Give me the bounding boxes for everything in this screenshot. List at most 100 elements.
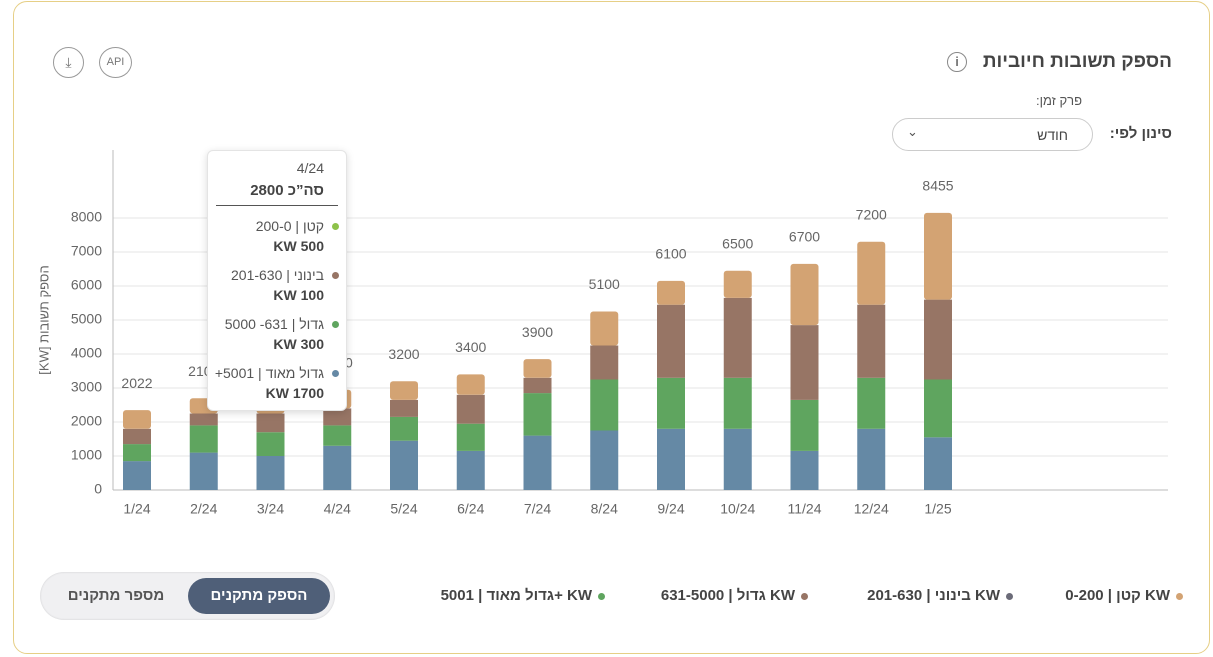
bar-segment — [456, 374, 485, 395]
legend-label: קטן | 0-200 KW — [1065, 587, 1170, 604]
legend-label: גדול מאוד | 5001+ KW — [440, 587, 592, 604]
bar-segment — [857, 304, 886, 378]
bar-segment — [189, 452, 218, 490]
bar-segment — [790, 399, 819, 451]
y-tick-label: 2000 — [71, 413, 102, 429]
tooltip-item-value: KW 100 — [273, 287, 324, 303]
x-tick-label: 3/24 — [257, 501, 284, 517]
x-tick-label: 6/24 — [457, 501, 484, 517]
chevron: ⌄ — [907, 124, 918, 139]
x-tick-label: 12/24 — [854, 501, 889, 517]
toggle-active[interactable]: הספק מתקנים — [188, 578, 330, 614]
bar-segment — [590, 379, 619, 431]
y-tick-label: 4000 — [71, 345, 102, 361]
bar-segment — [456, 394, 485, 424]
y-tick-label: 0 — [94, 481, 102, 497]
bar-segment — [523, 393, 552, 436]
filter-value: חודש — [1037, 127, 1068, 143]
bar-segment — [790, 263, 819, 326]
x-tick-label: 4/24 — [324, 501, 351, 517]
bar-segment — [924, 212, 952, 300]
tooltip-item-name: גדול | 631- 5000 — [224, 316, 324, 332]
period-label: פרק זמן: — [1035, 93, 1082, 108]
tooltip: 4/24 סה”כ 2800 קטן | 200-0 KW 500 בינוני |… — [207, 150, 347, 411]
bar-segment — [657, 428, 685, 490]
bar-segment — [256, 413, 285, 433]
bar-segment — [390, 381, 418, 400]
bar-segment — [456, 450, 485, 490]
legend-label: גדול | 631-5000 KW — [660, 587, 795, 604]
y-tick-label: 8000 — [71, 209, 102, 225]
tooltip-item-value: KW 300 — [273, 336, 324, 352]
tooltip-total: סה”כ 2800 — [250, 182, 324, 199]
api-button[interactable]: API — [99, 47, 132, 78]
card — [13, 1, 1210, 654]
bar-segment — [323, 425, 352, 446]
bar-segment — [590, 345, 619, 380]
x-tick-label: 1/25 — [924, 501, 951, 517]
total-label: 7200 — [856, 207, 887, 223]
bar-segment — [189, 413, 218, 426]
tooltip-item-value: KW 1700 — [265, 385, 324, 401]
y-tick-label: 6000 — [71, 277, 102, 293]
total-label: 3400 — [455, 339, 486, 355]
bar-segment — [723, 377, 752, 429]
bar-segment — [390, 399, 418, 417]
total-label: 3200 — [388, 346, 419, 362]
download-button[interactable]: ⤓ — [53, 47, 84, 78]
bar-segment — [657, 304, 685, 378]
x-tick-label: 5/24 — [390, 501, 417, 517]
bar-segment — [723, 297, 752, 378]
bar-segment — [857, 428, 886, 490]
y-tick-label: 1000 — [71, 447, 102, 463]
bar-segment — [256, 456, 285, 490]
bar-segment — [657, 377, 685, 429]
total-label: 2022 — [121, 375, 152, 391]
x-tick-label: 9/24 — [657, 501, 684, 517]
bar-segment — [857, 241, 886, 305]
bar-segment — [590, 430, 619, 490]
legend-label: בינוני | 201-630 KW — [867, 587, 1000, 604]
info-icon[interactable]: i — [947, 52, 967, 72]
bar-segment — [390, 440, 418, 490]
bar-segment — [123, 461, 151, 490]
bar-segment — [590, 311, 619, 346]
bar-segment — [256, 432, 285, 456]
bar-segment — [456, 423, 485, 451]
toggle-inactive[interactable]: מספר מתקנים — [67, 587, 165, 604]
y-tick-label: 5000 — [71, 311, 102, 327]
bar-segment — [523, 435, 552, 490]
bar-segment — [123, 410, 151, 429]
x-tick-label: 1/24 — [123, 501, 150, 517]
tooltip-item-value: KW 500 — [273, 238, 324, 254]
bar-segment — [924, 299, 952, 380]
tooltip-item-name: גדול מאוד | 5001+ — [214, 365, 324, 381]
bar-segment — [790, 325, 819, 400]
total-label: 6700 — [789, 229, 820, 245]
bar-segment — [723, 270, 752, 298]
y-tick-label: 7000 — [71, 243, 102, 259]
total-label: 8455 — [922, 178, 953, 194]
filter-select[interactable]: חודש ⌄ — [892, 118, 1093, 151]
y-tick-label: 3000 — [71, 379, 102, 395]
tooltip-dot — [332, 321, 339, 328]
tooltip-dot — [332, 272, 339, 279]
total-label: 6500 — [722, 235, 753, 251]
filter-label: סינון לפי: — [1109, 125, 1172, 142]
tooltip-item-name: בינוני | 201-630 — [231, 267, 324, 283]
bar-segment — [523, 377, 552, 394]
tooltip-item-name: קטן | 200-0 — [255, 218, 324, 234]
bar-segment — [123, 428, 151, 445]
bar-segment — [924, 379, 952, 438]
tooltip-dot — [332, 370, 339, 377]
bar-segment — [189, 425, 218, 453]
bar-segment — [657, 280, 685, 305]
legend-dot — [801, 593, 808, 600]
tooltip-dot — [332, 223, 339, 230]
bar-segment — [390, 416, 418, 441]
legend-dot — [1006, 593, 1013, 600]
toggle: הספק מתקנים מספר מתקנים — [40, 572, 335, 620]
x-tick-label: 10/24 — [720, 501, 755, 517]
